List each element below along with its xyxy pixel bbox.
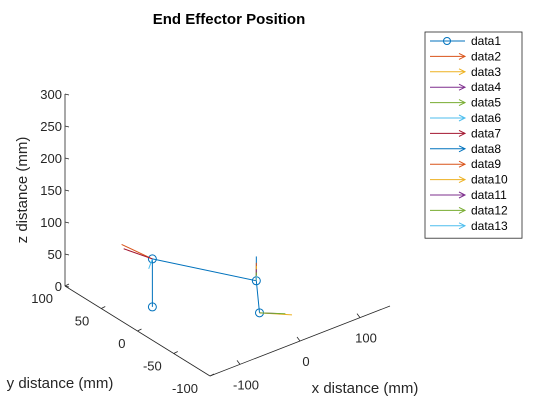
legend-marker-data1: [443, 37, 451, 45]
y-tick-label: 0: [118, 336, 125, 351]
legend-arrowhead-data12: [458, 206, 467, 214]
x-tick-label: 100: [355, 331, 377, 346]
y-tick-label: -50: [143, 359, 162, 374]
z-tick-label: 0: [55, 279, 62, 294]
legend-label-data1: data1: [471, 34, 501, 48]
y-tick: [137, 328, 142, 332]
legend-label-data7: data7: [471, 126, 501, 140]
vector-data5: [259, 312, 286, 315]
z-tick-label: 200: [40, 151, 62, 166]
legend-label-data6: data6: [471, 111, 501, 125]
y-tick: [101, 306, 106, 309]
legend-arrowhead-data7: [458, 129, 467, 137]
legend-arrowhead-data9: [458, 160, 467, 168]
y-tick-label: 100: [31, 291, 53, 306]
legend-arrowhead-data3: [458, 68, 467, 76]
x-axis-label: x distance (mm): [312, 380, 419, 397]
z-tick: [64, 157, 70, 160]
legend-label-data4: data4: [471, 80, 501, 94]
legend-arrowhead-data8: [458, 145, 467, 153]
x-tick: [356, 313, 361, 318]
legend-arrowhead-data11: [458, 191, 467, 199]
y-tick: [173, 351, 178, 354]
series-line-data1: [151, 258, 260, 313]
legend-arrowhead-data13: [458, 222, 467, 230]
legend-label-data11: data11: [471, 188, 507, 202]
legend-label-data2: data2: [471, 49, 501, 63]
legend-arrowhead-data4: [458, 83, 467, 91]
legend-arrowhead-data2: [458, 52, 467, 60]
z-tick-label: 150: [40, 183, 62, 198]
legend-label-data3: data3: [471, 65, 501, 79]
series-marker-data1: [147, 254, 157, 264]
z-tick-label: 100: [40, 215, 62, 230]
legend-arrowhead-data10: [458, 176, 467, 184]
series-marker-data1: [147, 302, 157, 312]
y-axis-label: y distance (mm): [7, 375, 114, 392]
z-tick-label: 50: [48, 247, 62, 262]
x-tick: [236, 360, 241, 365]
z-axis-label: z distance (mm): [14, 137, 31, 244]
z-tick: [64, 221, 70, 224]
y-tick-label: -100: [172, 381, 198, 396]
z-tick: [64, 125, 70, 128]
legend-label-data12: data12: [471, 203, 508, 217]
legend-label-data5: data5: [471, 96, 501, 110]
x-tick-label: 0: [302, 354, 309, 369]
legend-arrowhead-data5: [458, 99, 467, 107]
z-tick: [64, 93, 70, 96]
legend-label-data8: data8: [471, 142, 501, 156]
legend-label-data13: data13: [471, 219, 508, 233]
z-tick-label: 250: [40, 119, 62, 134]
legend-arrowhead-data6: [458, 114, 467, 122]
vector-data2: [121, 243, 153, 260]
legend-label-data10: data10: [471, 173, 508, 187]
z-tick: [64, 253, 70, 256]
axes-3d: 050100150200250300-100-50050100-1000100z…: [7, 87, 419, 397]
x-tick-label: -100: [233, 377, 259, 392]
z-tick: [64, 189, 70, 192]
plot-area: [121, 243, 293, 318]
chart-title: End Effector Position: [153, 11, 306, 28]
vector-data6: [148, 258, 153, 270]
y-tick-label: 50: [75, 314, 89, 329]
legend-box: [424, 31, 523, 239]
legend-label-data9: data9: [471, 157, 501, 171]
z-tick-label: 300: [40, 87, 62, 102]
vector-data7: [123, 248, 153, 260]
y-tick: [64, 283, 70, 287]
x-tick: [296, 336, 301, 342]
